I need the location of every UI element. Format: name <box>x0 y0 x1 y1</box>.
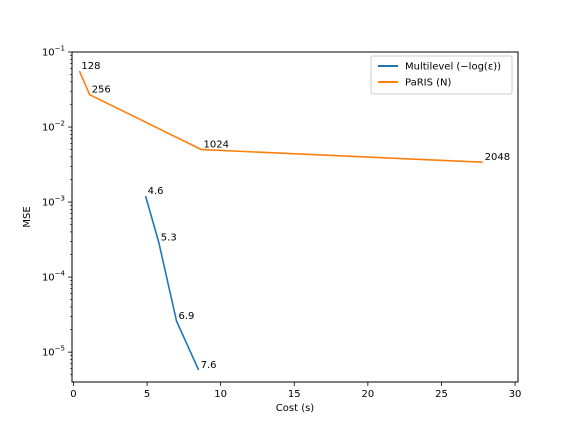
data-label-paris-3: 2048 <box>485 152 510 163</box>
plot-frame <box>71 51 519 383</box>
plot-background <box>72 52 518 382</box>
x-tick-label: 10 <box>214 389 227 400</box>
x-tick-label: 15 <box>288 389 301 400</box>
data-label-multilevel-1: 5.3 <box>161 232 177 243</box>
y-tick-base: 10 <box>42 348 55 359</box>
y-tick-base: 10 <box>42 273 55 284</box>
y-axis-ticks: 10−510−410−310−210−1 <box>42 45 72 376</box>
series-line-multilevel <box>144 195 200 371</box>
x-axis-label: Cost (s) <box>276 403 315 414</box>
y-tick-label: 10−4 <box>42 270 66 284</box>
y-tick-label: 10−2 <box>42 120 65 134</box>
x-axis-ticks: 0 5 10 15 20 25 30 <box>70 382 521 400</box>
x-tick-label: 0 <box>70 389 76 400</box>
data-label-paris-0: 128 <box>81 61 100 72</box>
data-label-paris-1: 256 <box>92 85 111 96</box>
y-tick-label: 10−1 <box>42 45 65 59</box>
x-tick-label: 25 <box>435 389 448 400</box>
y-tick-exponent: −3 <box>55 195 65 203</box>
y-tick-exponent: −5 <box>55 345 65 353</box>
data-label-multilevel-0: 4.6 <box>148 186 164 197</box>
data-label-multilevel-2: 6.9 <box>179 311 195 322</box>
legend-box <box>370 55 513 95</box>
x-tick-label: 30 <box>509 389 522 400</box>
series-layer <box>78 70 483 371</box>
y-tick-exponent: −1 <box>55 45 65 53</box>
y-tick-base: 10 <box>42 123 55 134</box>
y-axis-label: MSE <box>22 206 33 227</box>
legend: Multilevel (−log(ε)) PaRIS (N) <box>370 55 513 95</box>
x-tick-label: 5 <box>144 389 150 400</box>
y-tick-exponent: −4 <box>55 270 66 278</box>
y-tick-label: 10−5 <box>42 345 65 359</box>
y-tick-base: 10 <box>42 48 55 59</box>
legend-label-multilevel: Multilevel (−log(ε)) <box>405 62 501 73</box>
data-label-multilevel-3: 7.6 <box>201 360 217 371</box>
legend-label-paris: PaRIS (N) <box>405 78 452 89</box>
y-tick-label: 10−3 <box>42 195 65 209</box>
x-tick-label: 20 <box>361 389 374 400</box>
series-line-paris <box>78 70 483 163</box>
data-label-paris-2: 1024 <box>204 140 229 151</box>
annotation-layer: 4.6 5.3 6.9 7.6 128 256 1024 2048 <box>81 61 510 371</box>
y-tick-exponent: −2 <box>55 120 65 128</box>
y-tick-base: 10 <box>42 198 55 209</box>
